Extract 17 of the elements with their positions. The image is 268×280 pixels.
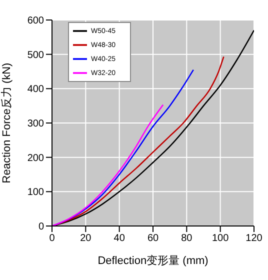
- x-tick-label: 120: [246, 233, 263, 244]
- y-tick-label: 400: [27, 84, 44, 96]
- y-axis-title: Reaction Force反力 (kN): [0, 62, 13, 184]
- x-axis-title: Deflection变形量 (mm): [98, 254, 208, 267]
- line-series: [52, 104, 164, 226]
- y-tick-label: 600: [27, 16, 44, 27]
- x-tick-label: 100: [212, 233, 230, 244]
- x-tick-label: 60: [147, 233, 159, 244]
- x-tick-label: 80: [181, 233, 193, 244]
- y-tick-label: 300: [27, 118, 44, 130]
- y-tick-label: 0: [38, 222, 44, 233]
- x-tick-label: 0: [49, 233, 56, 244]
- y-tick-label: 200: [27, 152, 44, 164]
- y-tick-label: 100: [27, 187, 44, 198]
- y-tick-label: 500: [27, 50, 44, 61]
- x-tick-label: 40: [114, 233, 126, 244]
- x-tick-label: 20: [80, 233, 92, 244]
